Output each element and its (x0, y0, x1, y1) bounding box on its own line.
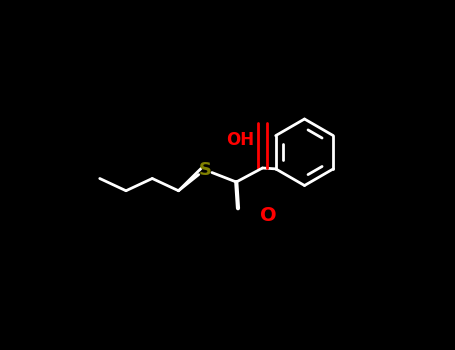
Text: OH: OH (226, 131, 254, 149)
Text: S: S (198, 161, 211, 179)
Text: O: O (260, 206, 277, 225)
